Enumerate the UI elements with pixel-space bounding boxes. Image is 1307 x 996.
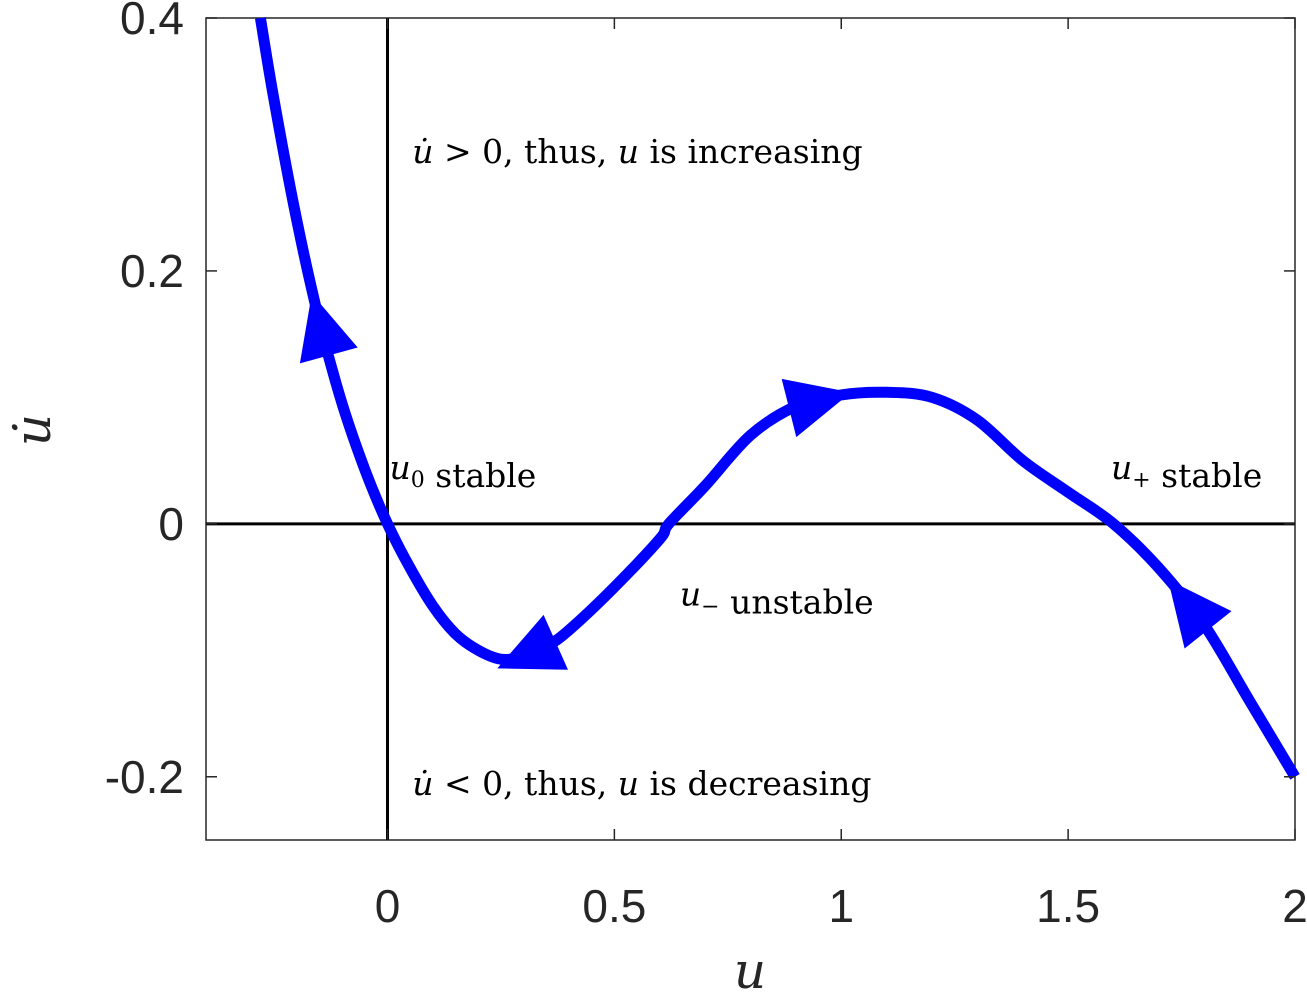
series-layer: [254, 17, 1300, 780]
plot-box: [205, 17, 1296, 841]
x-tick-label: 2: [1282, 880, 1307, 932]
annotation: u̇ > 0, thus, u is increasing: [412, 132, 862, 171]
y-axis-title: u̇: [4, 414, 62, 446]
x-axis-title: u: [734, 942, 766, 996]
annotation: u− unstable: [680, 574, 874, 621]
direction-arrow: [1168, 579, 1232, 649]
direction-arrow: [299, 293, 358, 364]
y-tick-label: 0.4: [120, 0, 184, 44]
annotation: u0 stable: [390, 448, 537, 495]
x-tick-label: 0.5: [582, 880, 646, 932]
x-tick-label: 1.5: [1036, 880, 1100, 932]
y-tick-label: 0: [158, 498, 184, 550]
ticks-layer: 0 0.5 1 1.5 2 -0.2 0 0.2 0.4: [105, 0, 1307, 932]
x-tick-label: 0: [375, 880, 401, 932]
direction-arrow: [497, 614, 568, 670]
annotation: u+ stable: [1111, 448, 1262, 495]
x-tick-label: 1: [828, 880, 854, 932]
annotation-layer: u̇ > 0, thus, u is increasing u0 stable u+…: [390, 132, 1263, 803]
direction-arrow: [781, 378, 851, 438]
plot-frame: [205, 17, 1296, 841]
y-tick-label: 0.2: [120, 245, 184, 297]
annotation: u̇ < 0, thus, u is decreasing: [412, 764, 871, 803]
series-line: [254, 17, 1300, 780]
y-tick-label: -0.2: [105, 751, 184, 803]
arrow-layer: [299, 293, 1232, 670]
